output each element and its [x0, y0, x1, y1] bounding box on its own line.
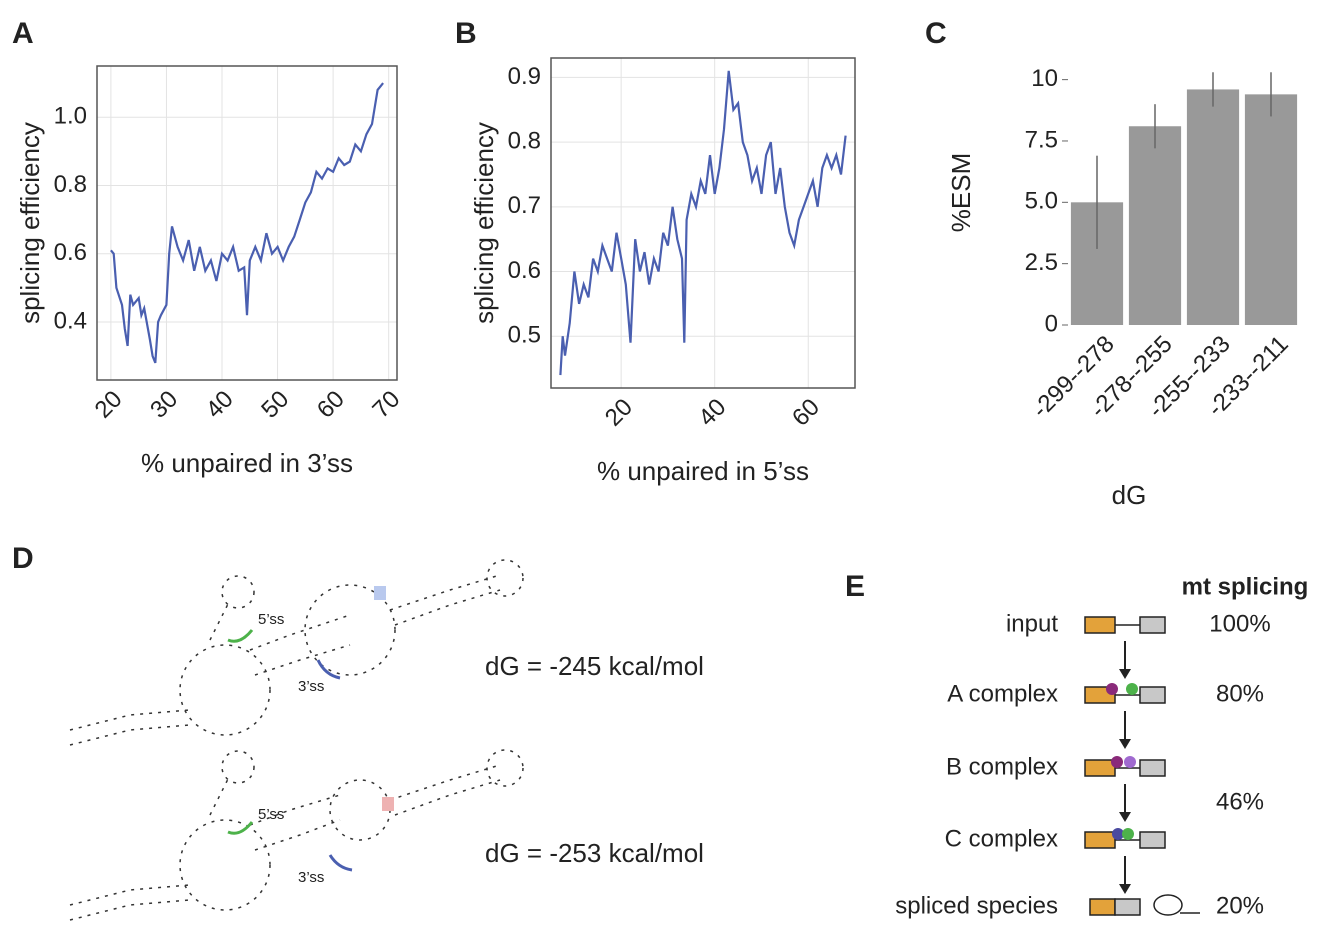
panel-letter: C	[925, 17, 947, 50]
plot-frame	[550, 57, 856, 389]
exon	[1089, 898, 1116, 916]
x-tick-label: 20	[90, 386, 128, 424]
exon	[1139, 616, 1166, 634]
rna-structure	[69, 749, 524, 921]
x-tick-label: 40	[201, 386, 239, 424]
x-axis-label: % unpaired in 3’ss	[141, 448, 353, 478]
percent: 20%	[1216, 892, 1264, 919]
factor	[1106, 683, 1118, 695]
dg-label: dG = -245 kcal/mol	[485, 651, 704, 681]
plot-frame	[96, 65, 398, 381]
line	[110, 82, 384, 364]
row-label: spliced species	[895, 892, 1058, 919]
y-tick-label: 0.7	[508, 192, 541, 219]
factor	[1112, 828, 1124, 840]
exon	[1139, 686, 1166, 704]
x-axis-label: dG	[1112, 480, 1147, 510]
arrow-head	[1119, 812, 1131, 822]
y-tick-label: 0.8	[54, 171, 87, 198]
panel-letter: B	[455, 17, 477, 50]
y-tick-label: 10	[1031, 65, 1058, 92]
lariat	[1153, 894, 1183, 916]
exon	[1114, 898, 1141, 916]
percent: 46%	[1216, 788, 1264, 815]
arrow-head	[1119, 669, 1131, 679]
ss-label: 3’ss	[298, 869, 324, 886]
arrow-head	[1119, 739, 1131, 749]
row-label: B complex	[946, 753, 1058, 780]
bar	[1244, 94, 1298, 325]
highlight	[382, 797, 394, 811]
x-tick-label: 20	[600, 394, 638, 432]
exon	[1084, 616, 1116, 634]
ss-label: 5’ss	[258, 611, 284, 628]
dg-label: dG = -253 kcal/mol	[485, 838, 704, 868]
y-tick-label: 0	[1045, 310, 1058, 337]
x-tick-label: 40	[693, 394, 731, 432]
header: mt splicing	[1182, 573, 1309, 600]
rows: input 100% A complex 80% B complex C complex s…	[895, 610, 1270, 919]
exon	[1084, 759, 1116, 777]
panel-letter: D	[12, 542, 34, 575]
rna-structure	[69, 559, 524, 746]
y-tick-label: 0.5	[508, 322, 541, 349]
ss-mark	[328, 854, 353, 872]
y-tick-label: 2.5	[1025, 249, 1058, 276]
y-tick-label: 1.0	[54, 103, 87, 130]
row-label: C complex	[945, 825, 1058, 852]
panel-letter: E	[845, 570, 865, 603]
x-tick-label: 50	[256, 386, 294, 424]
factor	[1124, 756, 1136, 768]
highlight	[374, 586, 386, 600]
row-label: input	[1006, 610, 1058, 637]
y-tick-label: 0.8	[508, 127, 541, 154]
ss-mark	[227, 629, 254, 643]
ss-label: 5’ss	[258, 806, 284, 823]
factor	[1126, 683, 1138, 695]
ss-mark	[316, 659, 341, 680]
percent: 100%	[1209, 610, 1270, 637]
x-tick-label: 70	[367, 386, 405, 424]
factor	[1111, 756, 1123, 768]
y-tick-label: 7.5	[1025, 126, 1058, 153]
ss-label: 3’ss	[298, 678, 324, 695]
bar	[1128, 126, 1182, 325]
percent: 80%	[1216, 680, 1264, 707]
ss-mark	[227, 821, 254, 835]
exon	[1139, 831, 1166, 849]
y-tick-label: 0.6	[54, 239, 87, 266]
row-label: A complex	[947, 680, 1058, 707]
y-tick-label: 5.0	[1025, 188, 1058, 215]
y-axis-label: %ESM	[946, 153, 976, 232]
x-axis-label: % unpaired in 5’ss	[597, 456, 809, 486]
x-tick-label: 60	[312, 386, 350, 424]
x-tick-label: 60	[787, 394, 825, 432]
line	[559, 70, 847, 376]
y-tick-label: 0.6	[508, 257, 541, 284]
exon	[1139, 759, 1166, 777]
x-tick-label: 30	[145, 386, 183, 424]
y-tick-label: 0.4	[54, 307, 87, 334]
panel-letter: A	[12, 17, 34, 50]
factor	[1122, 828, 1134, 840]
y-tick-label: 0.9	[508, 63, 541, 90]
y-axis-label: splicing efficiency	[15, 122, 45, 324]
y-axis-label: splicing efficiency	[469, 122, 499, 324]
bar	[1186, 89, 1240, 325]
exon	[1084, 831, 1116, 849]
arrow-head	[1119, 884, 1131, 894]
